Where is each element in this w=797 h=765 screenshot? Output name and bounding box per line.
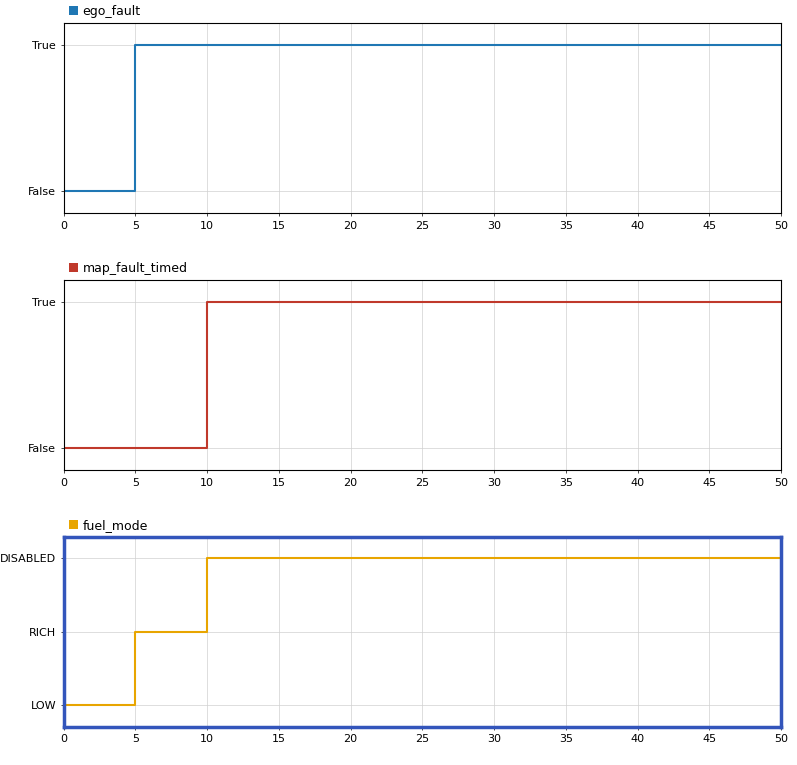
Legend: ego_fault: ego_fault xyxy=(64,0,146,23)
Legend: map_fault_timed: map_fault_timed xyxy=(64,257,193,280)
Legend: fuel_mode: fuel_mode xyxy=(64,513,153,536)
